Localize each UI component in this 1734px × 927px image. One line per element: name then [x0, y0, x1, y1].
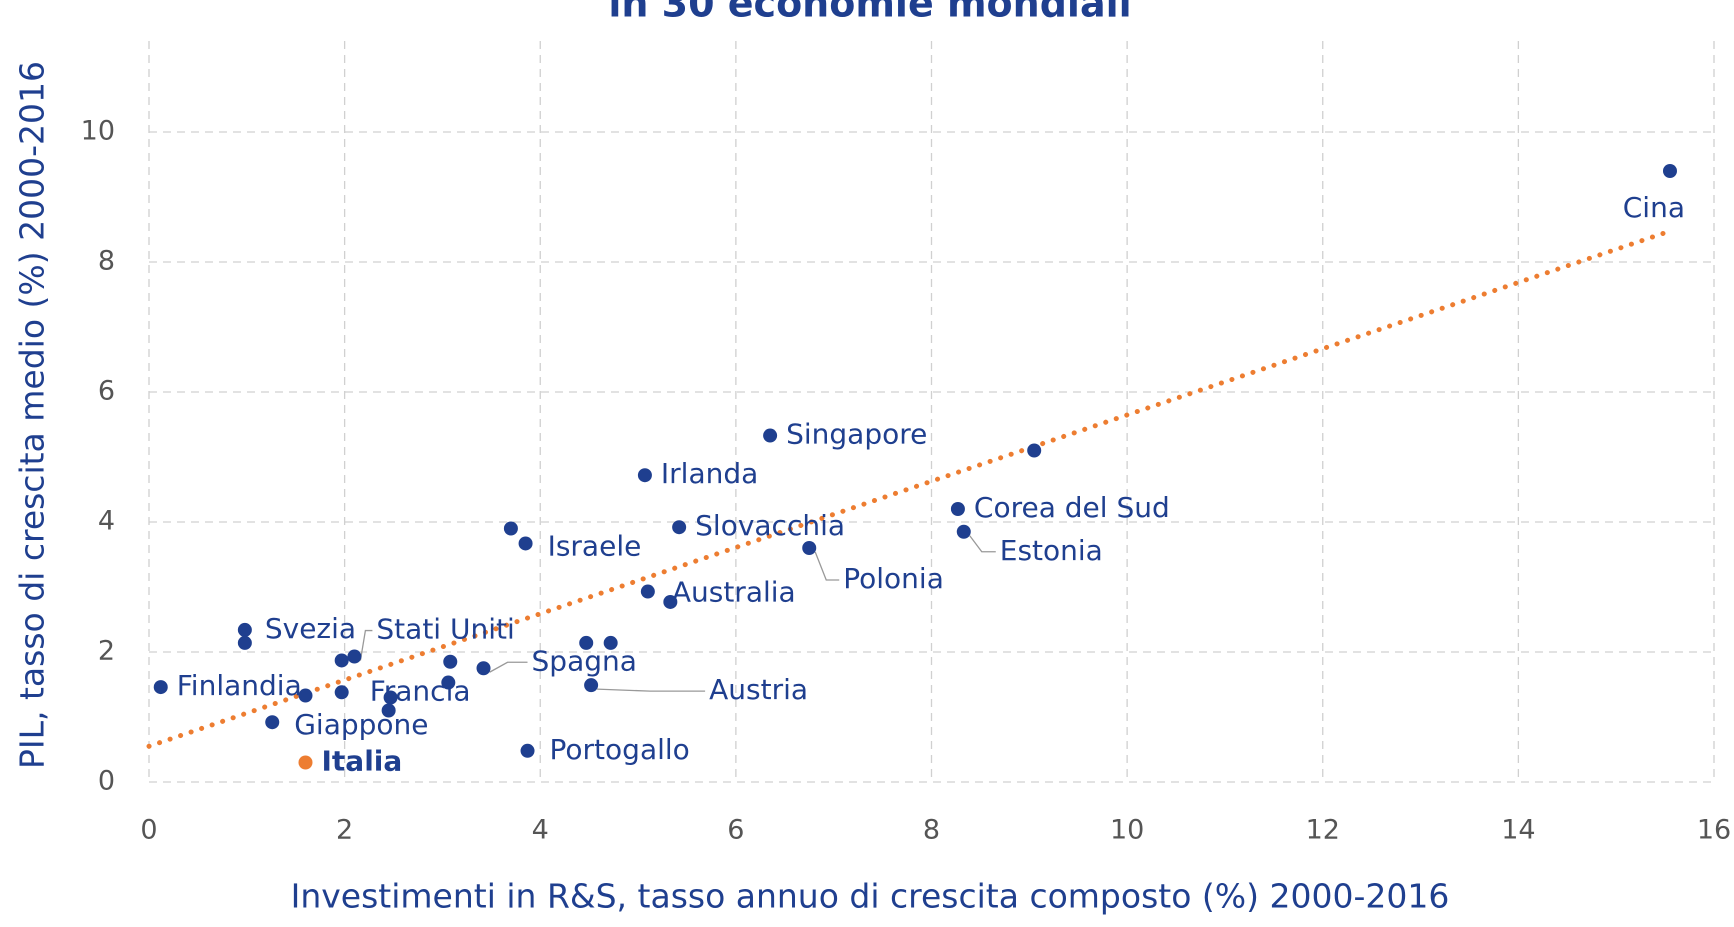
x-tick-label: 8 — [923, 815, 940, 846]
x-tick-label: 6 — [727, 815, 744, 846]
x-tick-label: 10 — [1110, 815, 1144, 846]
leader-line — [969, 535, 996, 553]
point — [383, 690, 398, 705]
x-tick-label: 4 — [532, 815, 549, 846]
point-label: Israele — [548, 529, 642, 562]
point-label: Singapore — [786, 418, 927, 451]
leader-line — [359, 629, 373, 661]
point — [950, 502, 965, 516]
point — [347, 649, 362, 664]
point — [802, 541, 817, 555]
point — [520, 743, 535, 758]
point — [663, 594, 678, 609]
x-axis-title: Investimenti in R&S, tasso annuo di cres… — [291, 877, 1450, 916]
point — [381, 703, 396, 718]
x-tick-label: 12 — [1306, 815, 1340, 846]
point — [956, 524, 971, 539]
x-tick-label: 2 — [336, 815, 353, 846]
point — [603, 635, 618, 650]
point — [518, 536, 533, 551]
leader-line — [814, 551, 840, 581]
point-label: Portogallo — [550, 733, 690, 766]
point-label: Austria — [709, 673, 808, 706]
y-tick-label: 2 — [98, 636, 115, 667]
leader-line — [597, 688, 706, 692]
point — [443, 654, 458, 669]
point — [441, 675, 456, 690]
y-tick-label: 6 — [98, 376, 115, 407]
point-label: Estonia — [1000, 534, 1103, 567]
y-tick-label: 4 — [98, 506, 115, 537]
point — [672, 520, 687, 535]
point-label: Corea del Sud — [974, 491, 1170, 524]
x-tick-label: 16 — [1697, 815, 1731, 846]
point — [298, 755, 313, 770]
x-tick-label: 14 — [1501, 815, 1535, 846]
point — [298, 688, 313, 703]
point — [265, 715, 280, 730]
point — [153, 680, 168, 695]
point — [579, 635, 594, 650]
y-tick-label: 8 — [98, 246, 115, 277]
point-label: Slovacchia — [695, 509, 845, 542]
y-tick-label: 10 — [81, 116, 115, 147]
point — [503, 521, 518, 536]
point — [237, 635, 252, 650]
point-label: Cina — [1623, 191, 1685, 224]
point-label: Svezia — [265, 612, 356, 645]
point — [237, 622, 252, 637]
point — [763, 428, 778, 443]
point-label: Irlanda — [661, 457, 758, 490]
point — [476, 661, 491, 676]
point-label: Finlandia — [177, 669, 302, 702]
y-tick-label: 0 — [98, 766, 115, 797]
point-label: Spagna — [532, 644, 637, 677]
point — [637, 468, 652, 483]
point — [334, 653, 349, 668]
point — [334, 685, 349, 700]
x-tick-label: 0 — [140, 815, 157, 846]
point-label: Polonia — [843, 562, 944, 595]
point — [584, 678, 599, 693]
y-axis-title: PIL, tasso di crescita medio (%) 2000-20… — [13, 61, 52, 769]
point-label: Australia — [672, 576, 796, 609]
chart-title: in 30 economie mondiali — [608, 0, 1131, 26]
point — [1027, 443, 1042, 458]
point-label: Giappone — [294, 708, 428, 741]
trendline — [146, 230, 1668, 749]
leader-line — [489, 661, 528, 673]
point — [1662, 164, 1677, 178]
point-label: Stati Uniti — [376, 613, 514, 646]
point — [640, 584, 655, 599]
point-label: Francia — [370, 674, 471, 707]
point-label: Italia — [322, 745, 403, 778]
